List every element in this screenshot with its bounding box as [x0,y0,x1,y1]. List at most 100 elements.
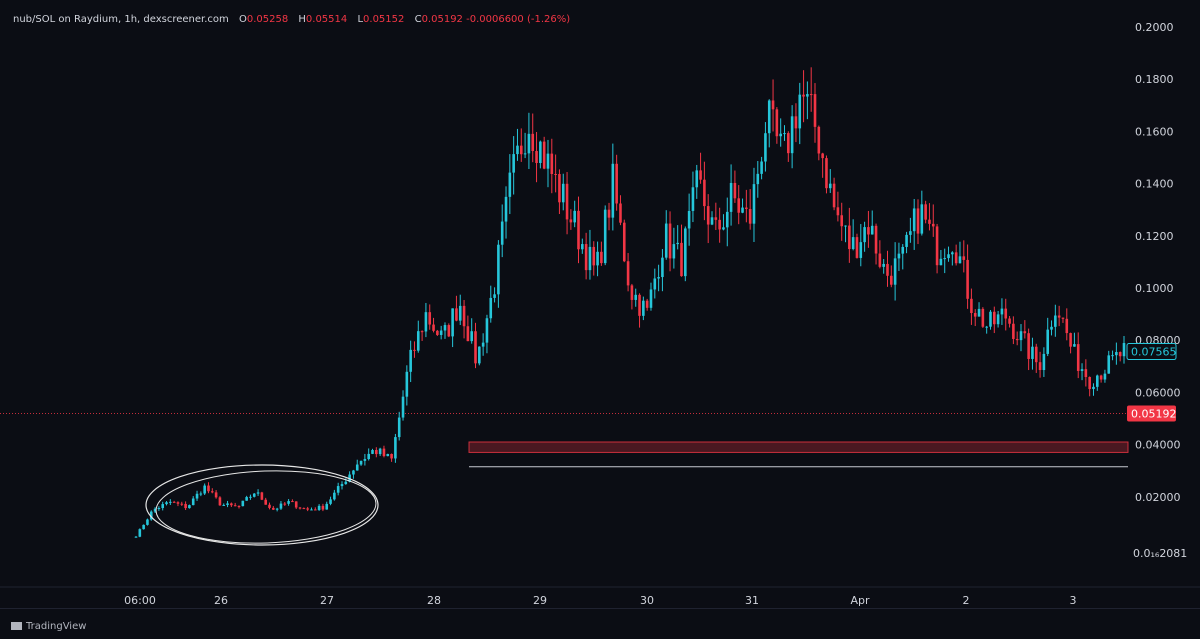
candle-body [222,504,226,506]
candle-body [1012,323,1015,339]
candle-body [336,486,340,493]
candle-body [539,141,542,164]
candle-body [321,505,325,510]
candle-body [157,508,161,510]
footer-bar: TradingView [0,608,1200,639]
candle-body [855,237,859,258]
candle-body [577,210,580,250]
candle-body [1054,315,1057,327]
candle-body [687,210,691,229]
candle-body [1069,333,1072,347]
x-tick-label: 28 [427,594,441,607]
candle-body [611,163,615,218]
candle-body [210,491,214,493]
candle-body [134,536,138,538]
candle-body [1057,315,1061,318]
y-tick-label: 0.1600 [1135,125,1174,138]
candle-body [790,116,794,154]
candle-body [329,499,332,504]
candle-body [447,325,451,337]
candle-body [207,485,210,492]
candle-body [748,208,752,224]
x-tick-label: 2 [963,594,970,607]
last-close-price-text: 0.05192 [1131,407,1177,420]
candle-body [870,225,874,235]
candle-body [878,253,882,267]
candle-body [981,308,985,327]
chart-header: nub/SOL on Raydium, 1h, dexscreener.com … [13,14,570,25]
candle-body [176,502,180,504]
candle-body [409,349,412,372]
candlestick-chart[interactable]: 0.20000.18000.16000.14000.12000.10000.08… [0,0,1200,608]
close-value: 0.05192 -0.0006600 (-1.26%) [421,14,571,25]
candle-body [313,509,317,511]
candle-body [420,331,424,333]
candle-body [523,153,527,155]
candle-body [882,263,885,267]
candle-body [722,227,725,230]
candle-body [737,198,741,213]
candle-body [142,524,145,530]
candle-body [718,219,721,230]
candle-body [1000,308,1004,315]
candle-body [1046,329,1050,354]
candle-body [546,153,550,169]
candle-body [1107,355,1111,374]
y-tick-label: 0.1400 [1135,178,1174,191]
candle-body [947,254,950,259]
candle-body [985,326,988,328]
candle-body [1050,326,1053,330]
candle-body [401,396,405,418]
current-price-text: 0.07565 [1131,346,1177,359]
candle-body [302,508,306,510]
candle-body [596,251,599,266]
last-close-price-badge [1127,405,1176,422]
candle-body [931,223,935,227]
candle-body [561,183,565,203]
candle-body [363,459,367,461]
candle-body [478,346,481,364]
candle-body [970,298,973,314]
candle-body [916,208,920,234]
resistance-zone [468,441,1129,453]
candle-body [603,209,607,264]
candle-body [535,151,538,164]
candle-body [149,511,153,520]
annotation-ellipse [145,464,379,546]
candle-body [691,187,695,211]
candle-body [317,505,321,510]
candle-body [413,349,416,351]
candle-body [886,263,889,276]
candle-body [672,244,676,259]
candle-body [893,258,897,285]
candle-body [195,493,199,499]
candle-body [924,204,927,220]
candle-body [840,215,844,227]
candle-body [680,242,683,277]
candle-body [821,153,824,159]
candle-body [573,210,576,223]
y-tick-label: 0.1200 [1135,230,1174,243]
open-value: 0.05258 [246,14,289,25]
candle-body [729,182,733,212]
candle-body [283,503,287,505]
candle-body [226,503,229,505]
candle-body [699,170,702,180]
candle-body [1038,362,1042,371]
candle-body [470,331,473,342]
x-tick-label: 30 [640,594,654,607]
candle-body [802,94,805,97]
candle-body [191,498,195,506]
candle-body [1084,369,1088,378]
tradingview-logo[interactable]: TradingView [11,621,86,632]
candle-body [1015,338,1019,341]
candle-body [615,163,618,204]
candle-body [588,246,592,271]
candle-body [1031,346,1034,359]
candle-body [256,492,260,494]
candle-body [939,258,943,266]
candle-body [897,253,901,259]
candle-body [424,312,428,332]
candle-body [291,501,294,503]
candle-body [287,501,290,504]
